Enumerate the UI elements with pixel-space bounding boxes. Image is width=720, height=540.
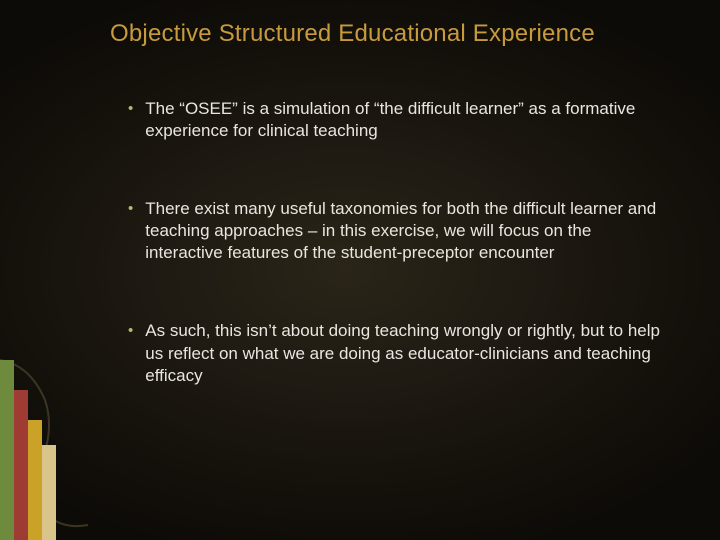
- bullet-text: There exist many useful taxonomies for b…: [145, 198, 662, 264]
- bullet-icon: •: [128, 321, 133, 341]
- bullet-item: • There exist many useful taxonomies for…: [128, 198, 662, 264]
- stripe-2: [14, 390, 28, 540]
- bullet-icon: •: [128, 199, 133, 219]
- bullet-item: • The “OSEE” is a simulation of “the dif…: [128, 98, 662, 142]
- bullet-text: The “OSEE” is a simulation of “the diffi…: [145, 98, 662, 142]
- stripe-1: [0, 360, 14, 540]
- slide-title: Objective Structured Educational Experie…: [110, 20, 680, 48]
- stripe-4: [42, 445, 56, 540]
- bullet-icon: •: [128, 99, 133, 119]
- bullet-text: As such, this isn’t about doing teaching…: [145, 320, 662, 386]
- stripe-3: [28, 420, 42, 540]
- bullet-item: • As such, this isn’t about doing teachi…: [128, 320, 662, 386]
- swirl-path: [0, 360, 88, 526]
- slide: Objective Structured Educational Experie…: [0, 0, 720, 540]
- corner-decoration: [0, 290, 120, 540]
- slide-body: • The “OSEE” is a simulation of “the dif…: [128, 98, 662, 387]
